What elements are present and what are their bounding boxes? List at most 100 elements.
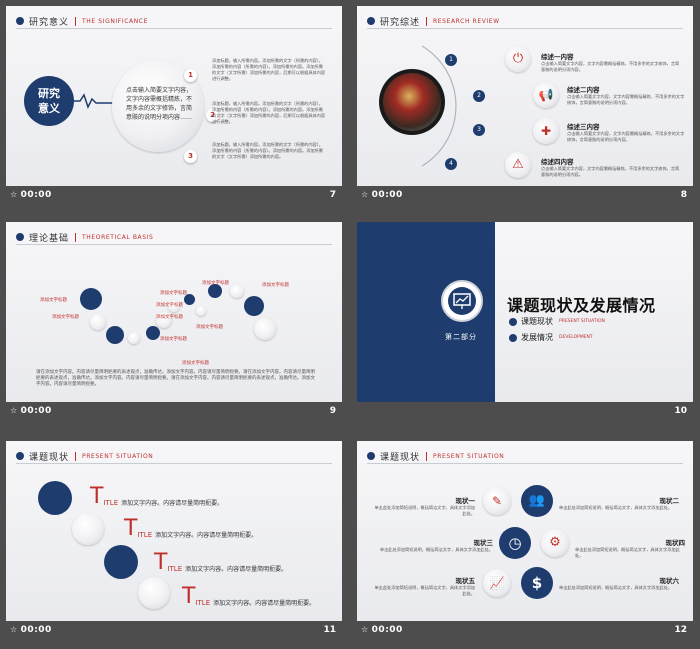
slide-footer: ☆ 00:00 8 — [357, 186, 693, 205]
header-divider — [426, 16, 428, 26]
clock-icon: ◷ — [499, 527, 531, 559]
status-title: 现状五 — [455, 577, 476, 585]
status-text: 单击此处添加简短说明，概括简洁文字，具体文字添加此处。 — [379, 547, 493, 552]
title-initial: T — [124, 516, 138, 541]
status-right-3: 现状六 单击此处添加简短说明，概括简洁文字，具体文字添加此处。 — [559, 575, 679, 591]
slide-9[interactable]: 理论基础 THEORETICAL BASIS 添加文字标题 添加文字标题 添加文… — [6, 222, 342, 421]
title-text: 添加文字内容。内容请尽量简明扼要。 — [185, 566, 288, 573]
stair-ball — [138, 577, 170, 609]
warning-icon: ⚠ — [505, 152, 531, 178]
status-left-1: 现状一 单击此处添加简短说明，概括简洁文字，具体文字添加此处。 — [371, 495, 475, 517]
header-dot — [16, 233, 24, 241]
wave-ball — [156, 312, 172, 328]
section-sub-2: 发展情况 DEVELOPMENT — [509, 332, 593, 343]
slide-footer: ☆ 00:00 12 — [357, 621, 693, 640]
wave-ball — [184, 294, 195, 305]
wave-ball — [128, 332, 140, 344]
status-text: 单击此处添加简短说明，概括简洁文字，具体文字添加此处。 — [559, 585, 673, 590]
stair-ball — [104, 545, 138, 579]
slide-canvas: 理论基础 THEORETICAL BASIS 添加文字标题 添加文字标题 添加文… — [6, 222, 342, 402]
status-title: 现状六 — [659, 577, 680, 585]
title-initial: T — [90, 484, 104, 509]
title-text: 添加文字内容。内容请尽量简明扼要。 — [213, 600, 316, 607]
review-title: 综述四内容 — [541, 158, 574, 166]
wave-label: 添加文字标题 — [196, 325, 223, 330]
slide-10[interactable]: 第二部分 课题现状及发展情况 课题现状 PRESENT SITUATION 发展… — [357, 222, 693, 421]
status-right-2: 现状四 单击此处添加简短说明，概括简洁文字，具体文字添加此处。 — [575, 537, 685, 559]
wave-label: 添加文字标题 — [182, 361, 209, 366]
sub-cn: 发展情况 — [521, 333, 553, 342]
center-text: 点击输入简要文字内容，文字内容需概括精炼，不用多余的文字修饰，言简意赅的说明分项… — [126, 87, 193, 121]
gear-icon: ⚙ — [541, 529, 569, 557]
status-right-1: 现状二 单击此处添加简短说明，概括简洁文字，具体文字添加此处。 — [559, 495, 679, 511]
wave-ball — [106, 326, 124, 344]
header-subtitle: RESEARCH REVIEW — [433, 17, 500, 25]
wave-label: 添加文字标题 — [262, 283, 289, 288]
title-row-1: T ITLE 添加文字内容。内容请尽量简明扼要。 — [90, 484, 223, 509]
header-rule — [16, 244, 332, 245]
header-dot — [16, 452, 24, 460]
step-number-2: 2 — [473, 90, 485, 102]
wave-ball — [244, 296, 264, 316]
team-icon: 👥 — [521, 485, 553, 517]
slide-12[interactable]: 课题现状 PRESENT SITUATION ✎ 👥 ◷ ⚙ 📈 $ 现状一 单… — [357, 441, 693, 640]
star-icon: ☆ — [10, 406, 18, 415]
slide-time: ☆ 00:00 — [361, 190, 403, 200]
slide-8[interactable]: 研究综述 RESEARCH REVIEW 1 2 3 4 ⏻ 📢 ✚ ⚠ 综述一… — [357, 6, 693, 205]
sub-en: PRESENT SITUATION — [559, 319, 605, 324]
title-rest: ITLE — [195, 599, 211, 607]
status-title: 现状三 — [473, 539, 494, 547]
slide-footer: 10 — [357, 402, 693, 421]
wave-label: 添加文字标题 — [40, 298, 67, 303]
header-title: 研究综述 — [380, 17, 421, 28]
theory-paragraph: 请在添加文字内容。内容请尽量简明扼要的表述观点，准确传达。添加文字内容。内容请尽… — [36, 370, 315, 387]
title-row-3: T ITLE 添加文字内容。内容请尽量简明扼要。 — [154, 552, 288, 574]
megaphone-icon: 📢 — [533, 82, 559, 108]
header-title: 研究意义 — [29, 17, 70, 28]
power-icon: ⏻ — [505, 46, 531, 72]
wave-ball — [80, 288, 102, 310]
review-item-4: 综述四内容 点击输入简要文字内容，文字内容需概括精炼，不用多余的文字修饰，言简意… — [541, 156, 681, 178]
section-sub-1: 课题现状 PRESENT SITUATION — [509, 316, 605, 327]
significance-circle: 研究 意义 — [24, 76, 74, 126]
slide-number: 9 — [329, 406, 336, 416]
slide-footer: ☆ 00:00 9 — [6, 402, 342, 421]
section-title: 课题现状及发展情况 — [507, 296, 656, 315]
review-title: 综述三内容 — [567, 123, 600, 131]
header-rule — [16, 463, 332, 464]
title-initial: T — [182, 584, 196, 609]
header-divider — [426, 451, 428, 461]
title-row-2: T ITLE 添加文字内容。内容请尽量简明扼要。 — [124, 516, 257, 541]
sub-dot — [509, 317, 517, 326]
presentation-icon — [448, 287, 476, 315]
review-item-1: 综述一内容 点击输入简要文字内容，文字内容需概括精炼，不用多余的文字修饰，言简意… — [541, 51, 681, 73]
wave-label: 添加文字标题 — [160, 337, 187, 342]
bar-chart-icon: 📈 — [483, 569, 511, 597]
header-rule — [367, 463, 683, 464]
header-title: 课题现状 — [380, 452, 421, 463]
review-item-3: 综述三内容 点击输入简要文字内容，文字内容需概括精炼，不用多余的文字修饰，言简意… — [567, 121, 685, 143]
slide-number: 8 — [680, 190, 687, 200]
sub-en: DEVELOPMENT — [559, 335, 593, 340]
zigzag-connector — [72, 93, 118, 109]
slide-canvas: 课题现状 PRESENT SITUATION T ITLE 添加文字内容。内容请… — [6, 441, 342, 621]
slide-11[interactable]: 课题现状 PRESENT SITUATION T ITLE 添加文字内容。内容请… — [6, 441, 342, 640]
title-rest: ITLE — [103, 499, 119, 507]
title-row-4: T ITLE 添加文字内容。内容请尽量简明扼要。 — [182, 584, 316, 609]
star-icon: ☆ — [361, 625, 369, 634]
review-title: 综述二内容 — [567, 86, 600, 94]
review-title: 综述一内容 — [541, 53, 574, 61]
step-number-3: 3 — [473, 124, 485, 136]
step-number-1: 1 — [445, 54, 457, 66]
slide-7[interactable]: 研究意义 THE SIGNIFICANCE 研究 意义 点击输入简要文字内容，文… — [6, 6, 342, 205]
dollar-icon: $ — [521, 567, 553, 599]
slide-header: 理论基础 THEORETICAL BASIS — [16, 230, 153, 244]
significance-label: 研究 意义 — [38, 87, 60, 115]
header-subtitle: THEORETICAL BASIS — [82, 233, 154, 241]
slide-time: ☆ 00:00 — [10, 406, 52, 416]
stair-ball — [38, 481, 72, 515]
wave-label: 添加文字标题 — [52, 315, 79, 320]
slide-header: 课题现状 PRESENT SITUATION — [367, 449, 504, 463]
slide-header: 研究综述 RESEARCH REVIEW — [367, 14, 500, 28]
slide-canvas: 研究综述 RESEARCH REVIEW 1 2 3 4 ⏻ 📢 ✚ ⚠ 综述一… — [357, 6, 693, 186]
